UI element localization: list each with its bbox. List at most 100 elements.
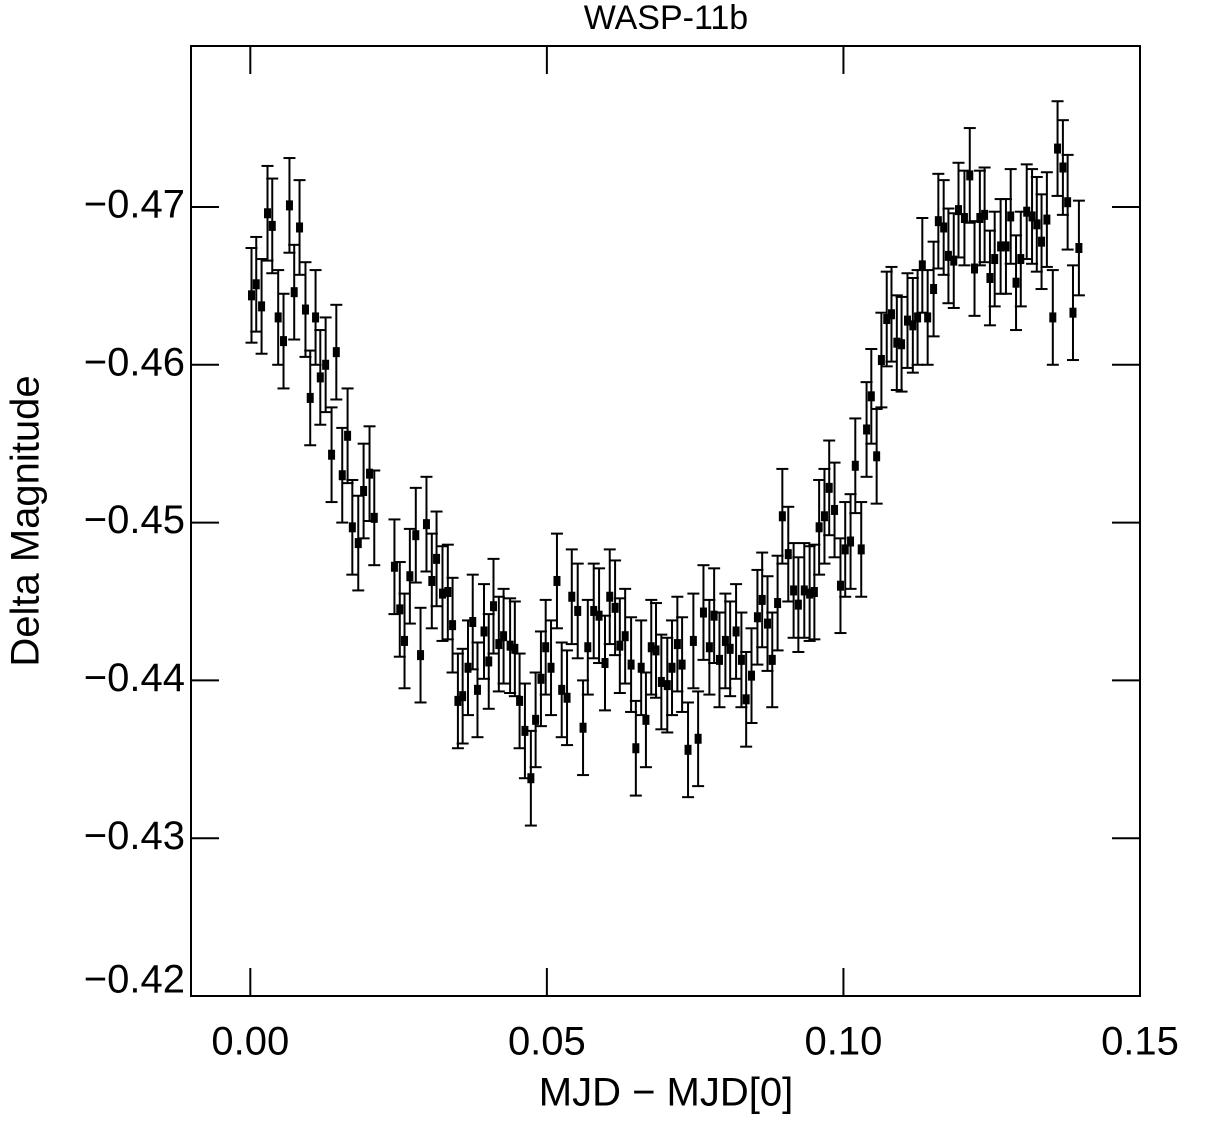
point [877,355,885,366]
point [412,530,420,541]
point [611,602,619,613]
point [694,733,702,744]
point [831,504,839,515]
point [547,662,555,673]
point [764,618,772,629]
point [616,640,624,651]
point [678,659,686,670]
point [815,522,823,533]
point [1064,197,1072,208]
point [778,511,786,522]
point [960,213,968,224]
point [976,213,984,224]
point [774,598,782,609]
point [673,639,681,650]
point [940,222,948,233]
point [800,585,808,596]
point [986,272,994,283]
point [863,424,871,435]
point [469,616,477,627]
point [825,482,833,493]
point [934,216,942,227]
point [558,684,566,695]
point [737,654,745,665]
point [642,714,650,725]
point [1049,312,1057,323]
point [867,391,875,402]
point [966,170,974,181]
point [836,580,844,591]
point [1043,214,1051,225]
point [285,200,293,211]
point [438,588,446,599]
point [918,260,926,271]
chart-title: WASP-11b [584,0,748,37]
point [338,470,346,481]
point [1012,277,1020,288]
point [422,519,430,530]
point [726,643,734,654]
point [1075,242,1083,253]
point [1033,219,1041,230]
point [312,312,320,323]
point [354,538,362,549]
point [590,605,598,616]
point [606,591,614,602]
point [627,659,635,670]
point [390,561,398,572]
point [495,639,503,650]
point [647,642,655,653]
y-axis-label: Delta Magnitude [4,375,48,666]
point [930,284,938,295]
point [621,631,629,642]
point [579,722,587,733]
y-tick-label: −0.46 [84,340,185,384]
point [1023,206,1031,217]
point [893,337,901,348]
point [489,601,497,612]
point [657,676,665,687]
point [637,662,645,673]
point [247,290,255,301]
y-tick-label: −0.42 [84,958,185,1002]
point [1069,307,1077,318]
point [971,263,979,274]
point [290,287,298,298]
x-axis-label: MJD − MJD[0] [539,1071,793,1115]
x-tick-label: 0.10 [805,1020,883,1064]
point [887,309,895,320]
point [449,620,457,631]
point [1059,162,1067,173]
point [668,662,676,673]
point [542,642,550,653]
point [981,209,989,220]
point [851,460,859,471]
point [306,392,314,403]
point [348,522,356,533]
point [997,241,1005,252]
point [527,773,535,784]
point [568,591,576,602]
point [794,599,802,610]
point [252,279,260,290]
point [914,312,922,323]
point [903,315,911,326]
point [705,642,713,653]
point [790,585,798,596]
point [944,250,952,261]
point [991,254,999,265]
point [732,626,740,637]
point [841,544,849,555]
y-tick-label: −0.43 [84,814,185,858]
point [360,486,368,497]
point [401,635,409,646]
point [1007,211,1015,222]
point [459,691,467,702]
point [810,587,818,598]
point [663,680,671,691]
point [316,372,324,383]
point [433,553,441,564]
x-tick-label: 0.15 [1101,1020,1179,1064]
point [924,312,932,323]
point [1002,241,1010,252]
